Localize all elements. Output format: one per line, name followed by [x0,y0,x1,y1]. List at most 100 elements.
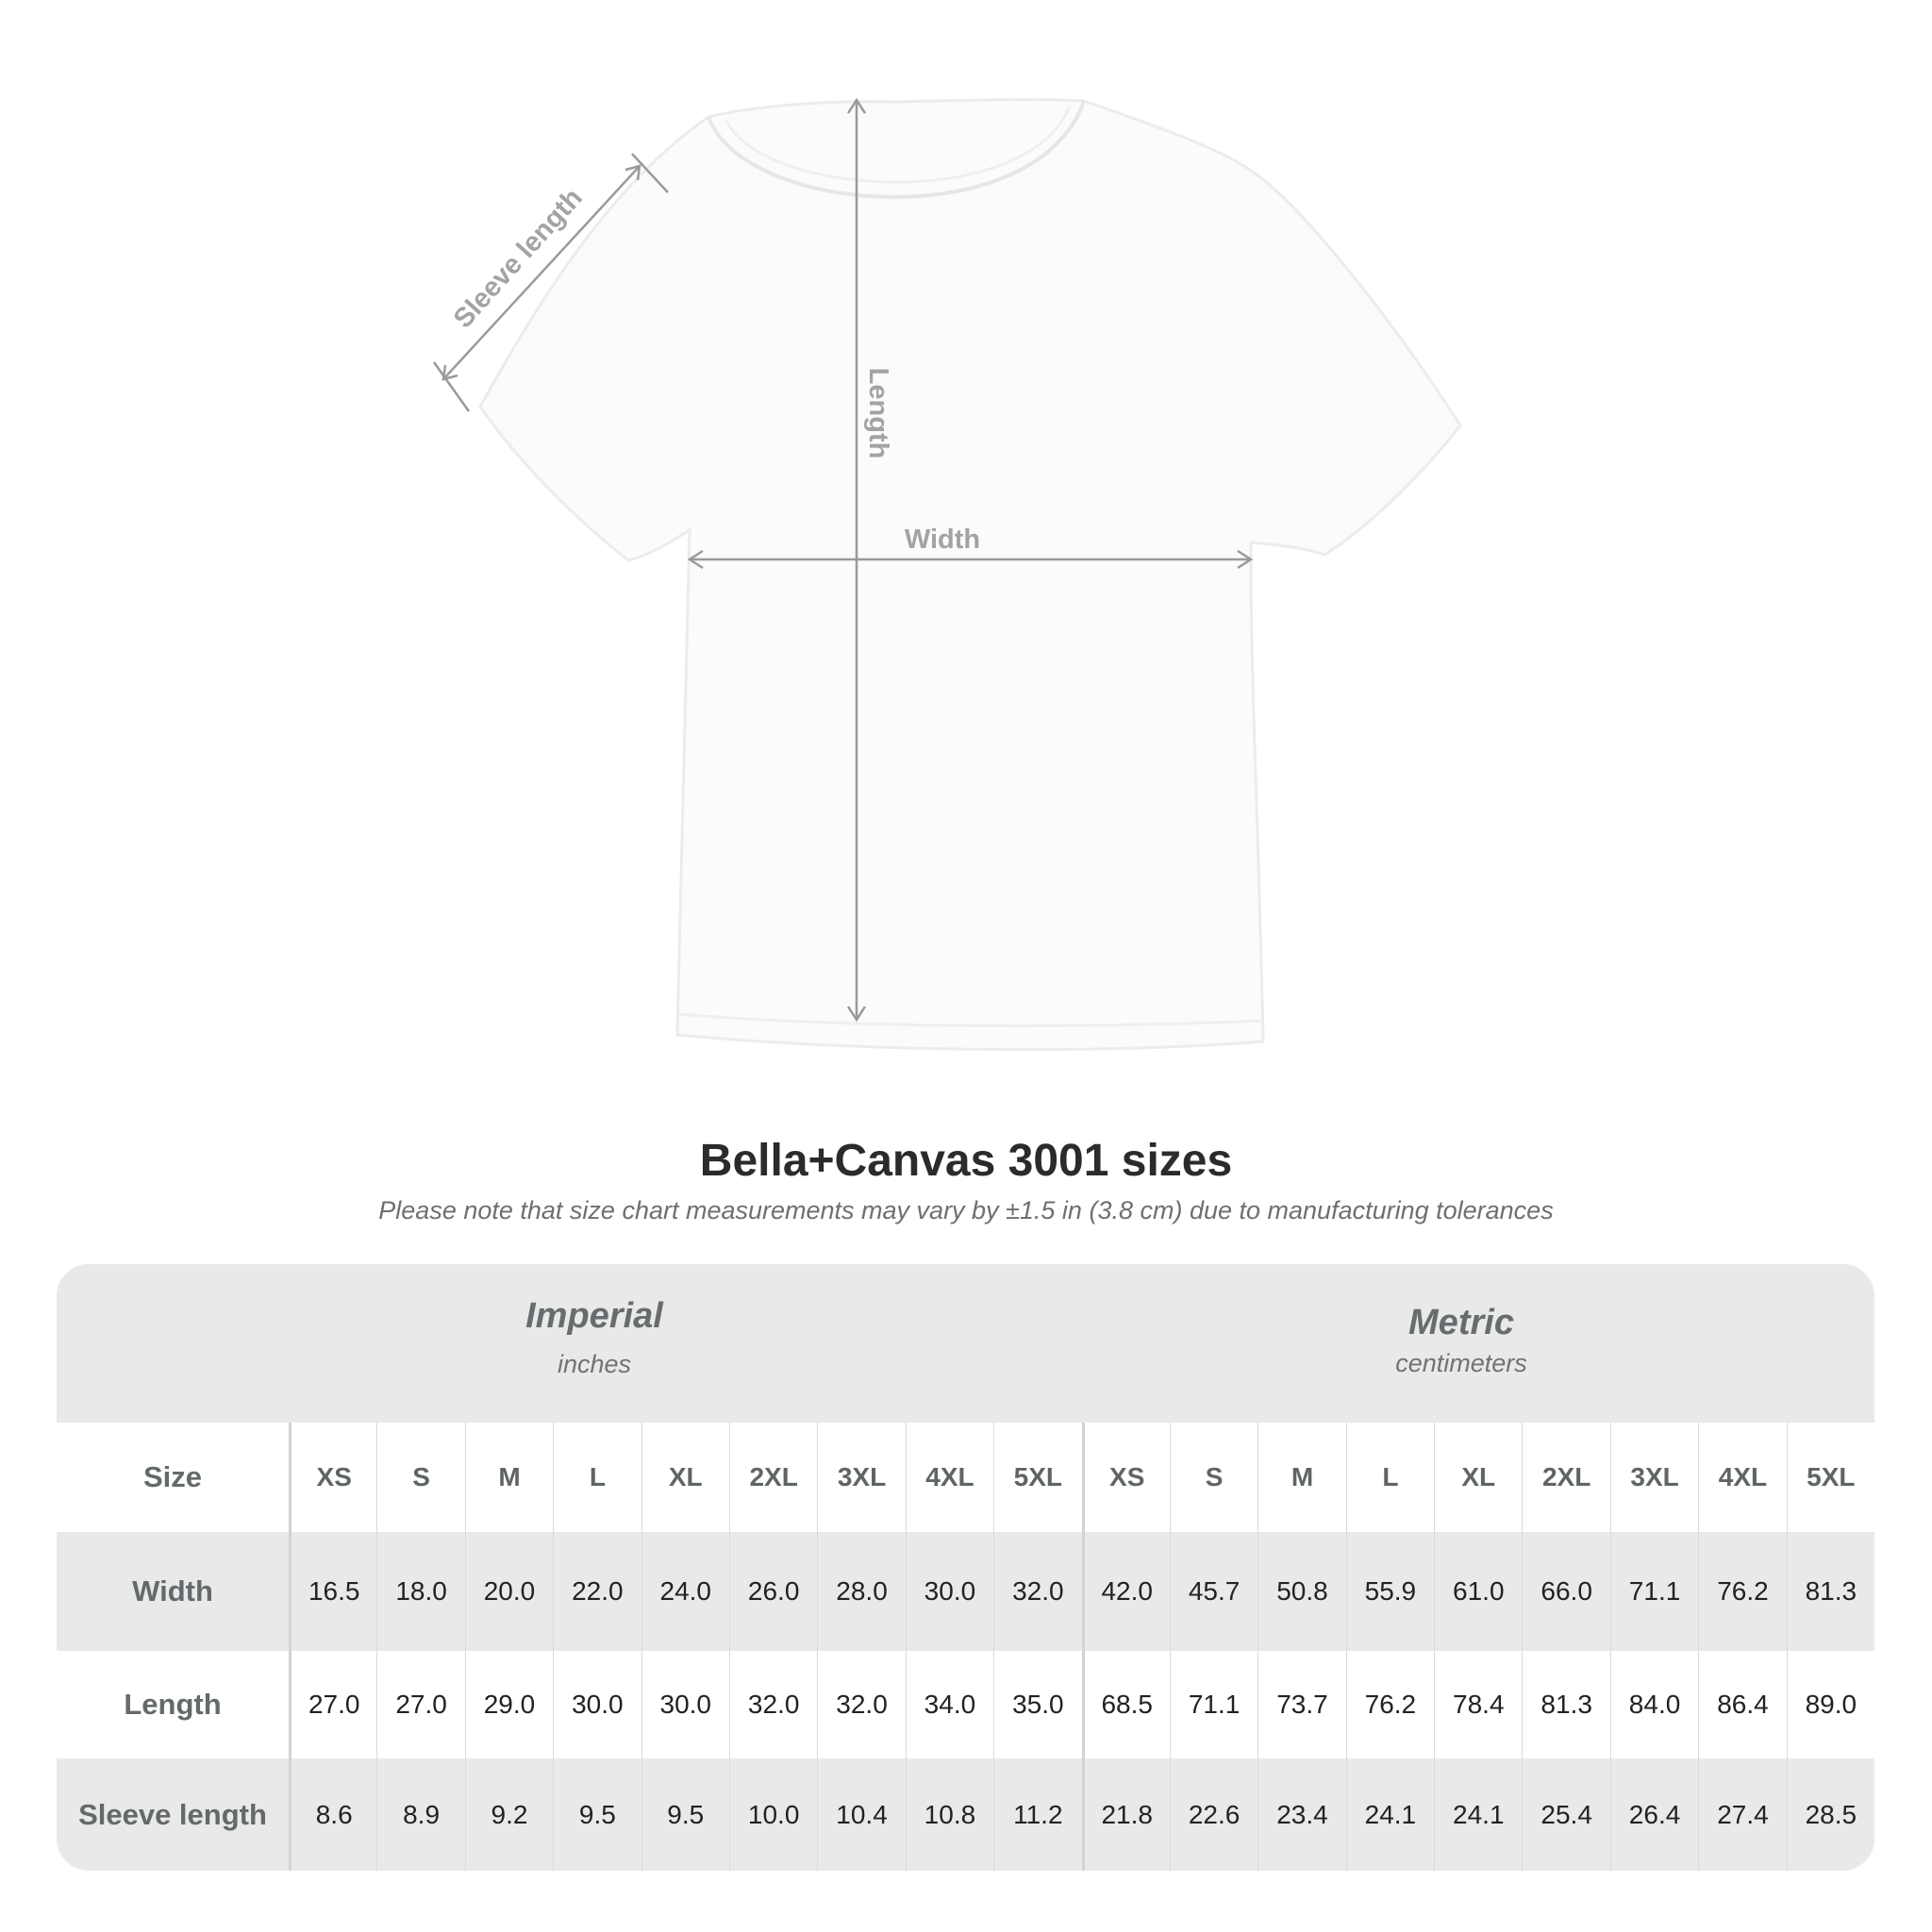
collar-inner [724,105,1072,184]
measurement-cell: 86.4 [1698,1651,1786,1758]
tshirt-diagram: Sleeve length Length Width [432,97,1462,1052]
measurement-cell: 84.0 [1609,1651,1698,1758]
measurement-cell: 28.5 [1786,1758,1874,1871]
row-label: Width [132,1574,213,1607]
sleeve-tick-top [631,153,669,193]
measurement-cell: 21.8 [1081,1758,1170,1871]
measurement-cell: 18.0 [376,1532,464,1651]
metric-unit: centimeters [1395,1349,1527,1377]
measurement-cell: 68.5 [1081,1651,1170,1758]
size-header-cell: S [1169,1423,1257,1532]
measurement-cell: 8.9 [376,1758,464,1871]
measurement-cell: 50.8 [1257,1532,1345,1651]
measurement-cell: 23.4 [1257,1758,1345,1871]
measurement-cell: 76.2 [1345,1651,1434,1758]
measurement-cell: 45.7 [1169,1532,1257,1651]
width-label: Width [905,525,980,555]
size-header-cell: L [1345,1423,1434,1532]
measurement-cell: 81.3 [1786,1532,1874,1651]
measurement-cell: 24.1 [1434,1758,1522,1871]
tolerance-note: Please note that size chart measurements… [378,1196,1554,1224]
measurement-cell: 16.5 [289,1532,376,1651]
measurement-cell: 73.7 [1257,1651,1345,1758]
size-header-cell: 3XL [1609,1423,1698,1532]
length-label: Length [863,368,893,459]
metric-header: Metric centimeters [1178,1303,1744,1378]
measurement-cell: 35.0 [993,1651,1081,1758]
page-title: Bella+Canvas 3001 sizes [699,1136,1233,1186]
size-header-cell: S [376,1423,464,1532]
measurement-cell: 78.4 [1434,1651,1522,1758]
width-arrow-left [687,549,704,570]
width-arrow-right [1237,549,1254,570]
measurement-cell: 10.8 [905,1758,993,1871]
measurement-cell: 76.2 [1698,1532,1786,1651]
sleeve-arrow-bottom [441,364,458,381]
measurement-cell: 27.4 [1698,1758,1786,1871]
measurement-cell: 30.0 [553,1651,641,1758]
size-header-cell: 4XL [1698,1423,1786,1532]
measurement-cell: 26.0 [728,1532,817,1651]
size-chart-table: Imperial inches Metric centimeters Size X… [57,1264,1874,1871]
size-header-row: Size XS S M L XL 2XL 3XL 4XL 5XL XS S M L XL 2XL 3XL 4XL 5… [57,1423,1874,1532]
size-header-cell: XS [1081,1423,1170,1532]
measurement-cell: 30.0 [905,1532,993,1651]
collar [707,100,1086,199]
measurement-cell: 22.6 [1169,1758,1257,1871]
measurement-cell: 27.0 [289,1651,376,1758]
size-header-cell: XL [641,1423,729,1532]
measurement-cell: 42.0 [1081,1532,1170,1651]
size-header-cell: 5XL [993,1423,1081,1532]
measurement-cell: 26.4 [1609,1758,1698,1871]
measurement-cell: 9.5 [553,1758,641,1871]
row-label: Sleeve length [78,1797,267,1831]
measurement-cell: 11.2 [993,1758,1081,1871]
measurement-cell: 22.0 [553,1532,641,1651]
measurement-cell: 30.0 [641,1651,729,1758]
measurement-cell: 32.0 [728,1651,817,1758]
size-header-cell: 2XL [728,1423,817,1532]
measurement-cell: 55.9 [1345,1532,1434,1651]
measurement-cell: 9.2 [464,1758,553,1871]
sleeve-arrow-top [625,164,641,181]
measurement-cell: 32.0 [817,1651,905,1758]
measurement-cell: 61.0 [1434,1532,1522,1651]
unit-system-header: Imperial inches Metric centimeters [57,1264,1874,1423]
row-label: Length [124,1688,222,1721]
sleeve-measure-line [442,165,641,380]
size-header-cell: XS [289,1423,376,1532]
metric-title: Metric [1408,1303,1514,1342]
imperial-title: Imperial [525,1296,663,1336]
sleeve-tick-bottom [432,361,471,412]
measurement-cell: 10.0 [728,1758,817,1871]
measurement-cell: 10.4 [817,1758,905,1871]
size-header-cell: 5XL [1786,1423,1874,1532]
length-arrow-bottom [846,1006,867,1023]
measurement-cell: 81.3 [1522,1651,1609,1758]
measurement-cell: 29.0 [464,1651,553,1758]
measurement-cell: 34.0 [905,1651,993,1758]
size-header-cell: M [1257,1423,1345,1532]
measurement-cell: 66.0 [1522,1532,1609,1651]
imperial-header: Imperial inches [311,1296,877,1379]
measurement-cell: 9.5 [641,1758,729,1871]
measurement-row: Sleeve length 8.6 8.9 9.2 9.5 9.5 10.0 10.4 10.8… [57,1758,1874,1871]
length-arrow-top [846,97,867,114]
size-header-cell: M [464,1423,553,1532]
size-header-cell: 3XL [817,1423,905,1532]
measurement-cell: 71.1 [1169,1651,1257,1758]
measurement-cell: 24.1 [1345,1758,1434,1871]
measurement-cell: 25.4 [1522,1758,1609,1871]
measurement-cell: 27.0 [376,1651,464,1758]
measurement-cell: 71.1 [1609,1532,1698,1651]
imperial-unit: inches [557,1350,632,1378]
measurement-cell: 28.0 [817,1532,905,1651]
measurement-cell: 32.0 [993,1532,1081,1651]
hem-line [678,1012,1263,1027]
tshirt-shape [478,97,1462,1052]
size-header-cell: L [553,1423,641,1532]
row-label: Size [142,1460,203,1493]
size-header-cell: XL [1434,1423,1522,1532]
measurement-cell: 24.0 [641,1532,729,1651]
measurement-row: Length 27.0 27.0 29.0 30.0 30.0 32.0 32.0 34.0 35… [57,1651,1874,1758]
